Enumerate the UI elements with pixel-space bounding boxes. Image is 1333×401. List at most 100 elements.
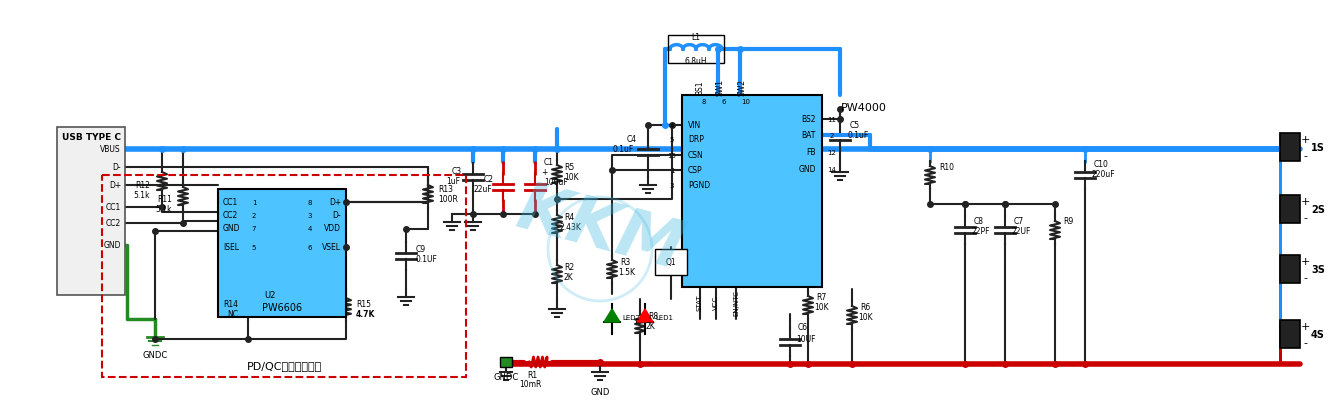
Text: 22UF: 22UF xyxy=(1012,227,1032,236)
Text: CC2: CC2 xyxy=(105,219,121,228)
Text: ISEL: ISEL xyxy=(223,243,239,252)
Text: +: + xyxy=(1300,196,1310,207)
Text: 10K: 10K xyxy=(858,313,873,322)
Text: 0.1uF: 0.1uF xyxy=(848,131,869,140)
Text: 5: 5 xyxy=(252,244,256,250)
Text: GND: GND xyxy=(104,241,121,250)
Text: GNDC: GNDC xyxy=(493,373,519,381)
Text: 1.5K: 1.5K xyxy=(619,268,635,277)
Text: 10K: 10K xyxy=(814,303,829,312)
Text: 10UF: 10UF xyxy=(796,335,816,344)
Text: R15: R15 xyxy=(356,300,371,309)
Bar xyxy=(500,357,512,367)
Text: 2: 2 xyxy=(830,133,834,139)
Text: D+: D+ xyxy=(329,198,341,207)
Text: 2.43K: 2.43K xyxy=(560,223,583,232)
Text: 8: 8 xyxy=(701,99,706,105)
Text: C6: C6 xyxy=(798,323,808,332)
Text: SW1: SW1 xyxy=(716,79,725,96)
Text: R11: R11 xyxy=(157,195,172,204)
Text: C5: C5 xyxy=(850,120,860,129)
Text: 3: 3 xyxy=(669,182,674,188)
Text: Q1: Q1 xyxy=(665,258,676,267)
Text: 6: 6 xyxy=(308,244,312,250)
Text: 22PF: 22PF xyxy=(972,227,990,236)
Text: 4.7K: 4.7K xyxy=(356,310,376,319)
Text: -: - xyxy=(1302,151,1306,160)
Text: EN/NTC: EN/NTC xyxy=(733,290,738,315)
Text: 7: 7 xyxy=(252,225,256,231)
Text: 6.8uH: 6.8uH xyxy=(685,57,708,66)
Text: -: - xyxy=(1302,337,1306,347)
Text: 2K: 2K xyxy=(647,322,656,331)
Bar xyxy=(1280,196,1300,223)
Text: 0.1UF: 0.1UF xyxy=(416,255,437,264)
Text: 11: 11 xyxy=(828,117,837,123)
Text: R4: R4 xyxy=(564,213,575,222)
Text: R13: R13 xyxy=(439,185,453,194)
Bar xyxy=(103,176,467,377)
Text: R12: R12 xyxy=(135,181,151,190)
Text: LED1: LED1 xyxy=(655,314,673,320)
Text: 14: 14 xyxy=(828,166,836,172)
Text: 0.1uF: 0.1uF xyxy=(613,145,635,154)
Bar xyxy=(57,128,125,295)
Text: R10: R10 xyxy=(938,163,954,172)
Text: 2: 2 xyxy=(252,213,256,219)
Text: 220uF: 220uF xyxy=(1092,170,1116,179)
Text: +: + xyxy=(1300,256,1310,266)
Text: C8: C8 xyxy=(974,217,984,226)
Text: 3: 3 xyxy=(308,213,312,219)
Text: 10K: 10K xyxy=(564,173,579,182)
Text: USB TYPE C: USB TYPE C xyxy=(61,133,120,142)
Text: FB: FB xyxy=(806,148,816,157)
Text: CC1: CC1 xyxy=(223,198,239,207)
Text: C4: C4 xyxy=(627,135,637,144)
Text: CSN: CSN xyxy=(688,151,704,160)
Text: VCC: VCC xyxy=(713,295,718,309)
Text: STAT: STAT xyxy=(697,294,702,310)
Bar xyxy=(682,96,822,287)
Text: LED2: LED2 xyxy=(623,314,640,320)
Text: DRP: DRP xyxy=(688,135,704,144)
Polygon shape xyxy=(637,309,653,322)
Bar xyxy=(1280,134,1300,162)
Text: 100R: 100R xyxy=(439,195,457,204)
Text: 100uF: 100uF xyxy=(544,178,568,187)
Text: R2: R2 xyxy=(564,263,575,272)
Text: U2: U2 xyxy=(264,291,276,300)
Text: C3: C3 xyxy=(452,167,463,176)
Text: 4: 4 xyxy=(669,123,674,129)
Text: PGND: PGND xyxy=(688,181,710,190)
Text: 2K: 2K xyxy=(564,273,573,282)
Text: CSP: CSP xyxy=(688,166,702,175)
Text: R9: R9 xyxy=(1062,217,1073,226)
Text: BAT: BAT xyxy=(801,131,816,140)
Text: NC: NC xyxy=(227,310,239,319)
Text: VIN: VIN xyxy=(688,121,701,130)
Text: C7: C7 xyxy=(1014,217,1024,226)
Text: 4: 4 xyxy=(308,225,312,231)
Text: 1S: 1S xyxy=(1312,143,1325,153)
Text: R6: R6 xyxy=(860,303,870,312)
Text: 6: 6 xyxy=(721,99,726,105)
Text: KKM: KKM xyxy=(509,176,690,283)
Text: +: + xyxy=(541,168,548,177)
Text: 12: 12 xyxy=(828,150,836,156)
Text: GNDC: GNDC xyxy=(143,350,168,360)
Text: R7: R7 xyxy=(816,293,826,302)
Text: 3S: 3S xyxy=(1312,264,1325,274)
Text: 15: 15 xyxy=(668,153,676,159)
Text: BS2: BS2 xyxy=(801,115,816,124)
Text: 22uF: 22uF xyxy=(473,185,492,194)
Text: D-: D- xyxy=(112,163,121,172)
Bar xyxy=(1280,320,1300,348)
Polygon shape xyxy=(604,309,620,322)
Text: C2: C2 xyxy=(484,175,495,184)
Text: C9: C9 xyxy=(416,245,427,254)
Text: 4S: 4S xyxy=(1312,329,1325,339)
Text: R8: R8 xyxy=(648,312,659,321)
Text: CC1: CC1 xyxy=(105,203,121,212)
Text: -: - xyxy=(1302,272,1306,282)
Bar xyxy=(655,249,686,275)
